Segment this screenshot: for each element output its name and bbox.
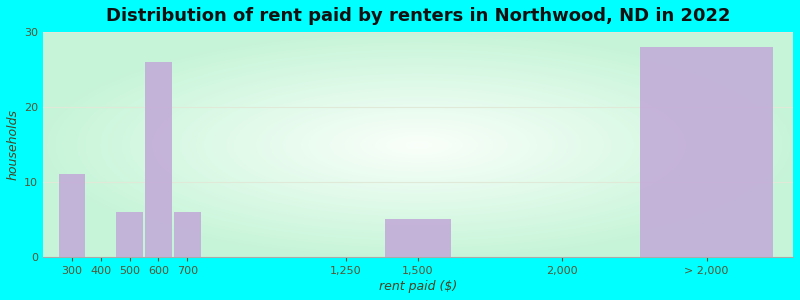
X-axis label: rent paid ($): rent paid ($) <box>379 280 458 293</box>
Y-axis label: households: households <box>7 109 20 180</box>
Bar <box>174 212 201 257</box>
Bar <box>116 212 143 257</box>
Bar <box>58 174 86 257</box>
Title: Distribution of rent paid by renters in Northwood, ND in 2022: Distribution of rent paid by renters in … <box>106 7 730 25</box>
Bar <box>640 47 773 257</box>
Bar <box>146 62 172 257</box>
Bar <box>385 219 451 257</box>
